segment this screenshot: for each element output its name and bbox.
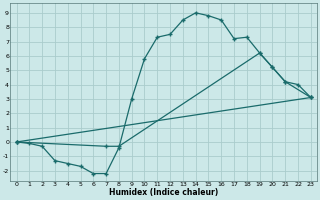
X-axis label: Humidex (Indice chaleur): Humidex (Indice chaleur) [109,188,218,197]
